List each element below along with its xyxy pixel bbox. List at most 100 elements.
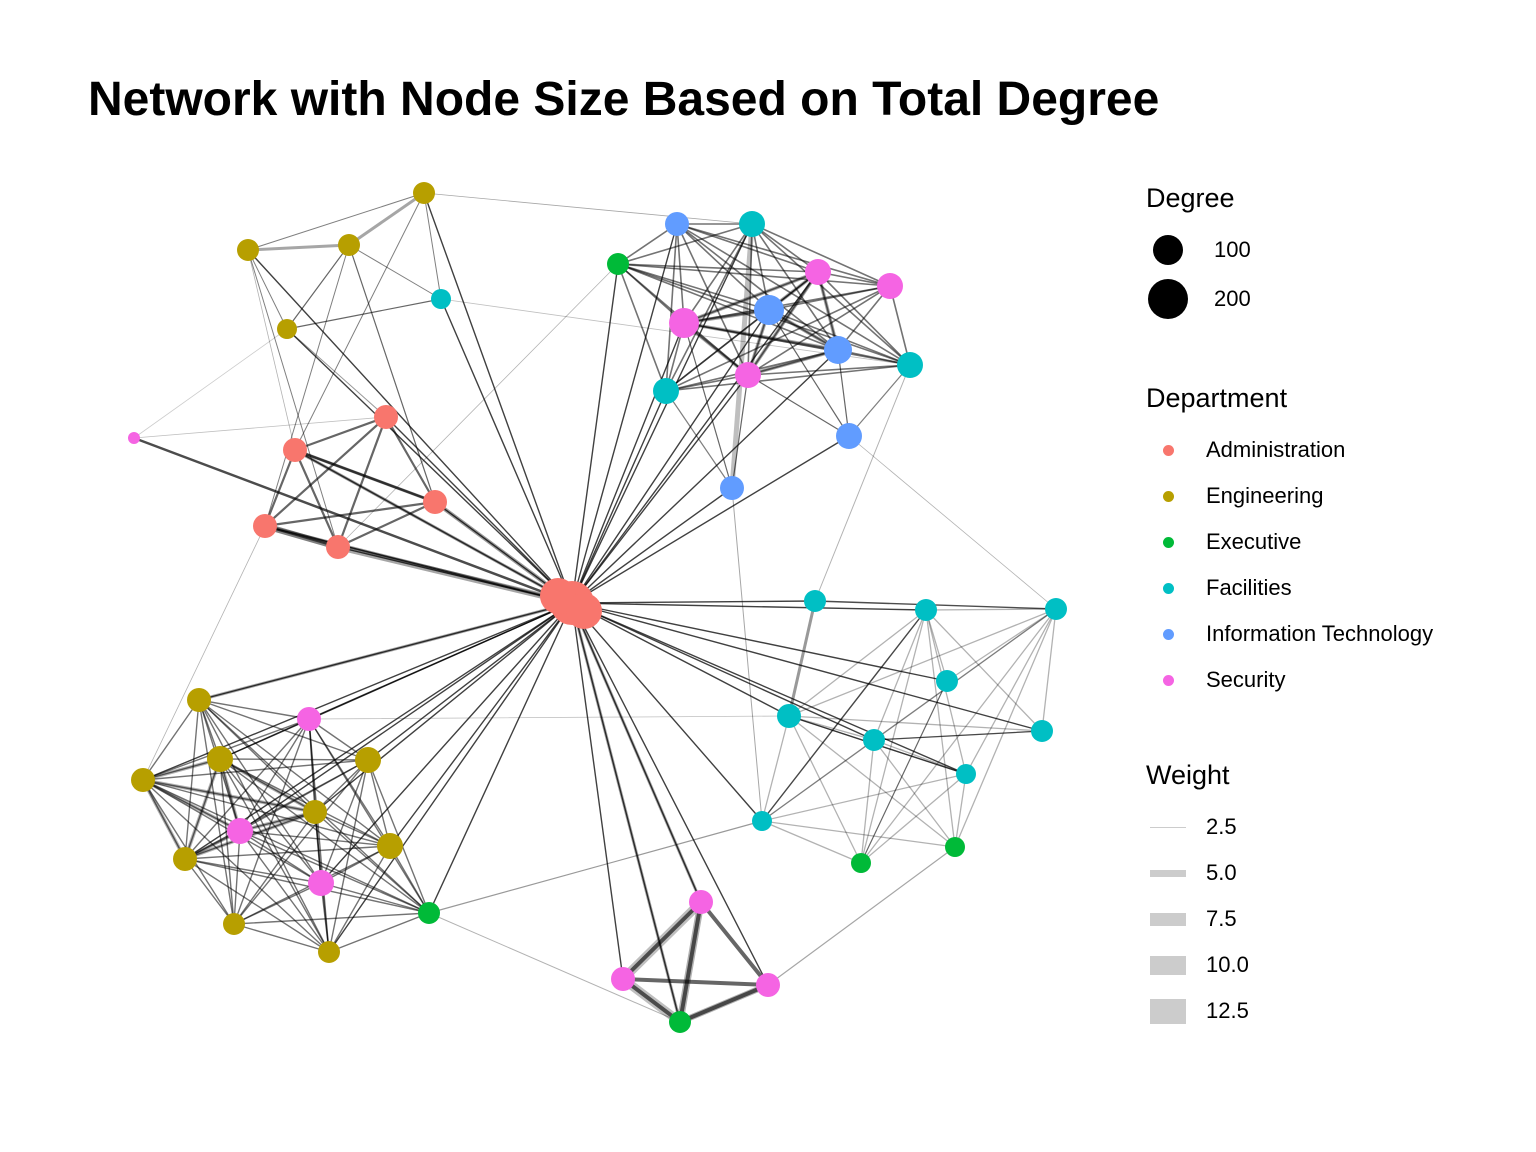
network-edge	[132, 436, 574, 605]
network-edge	[873, 608, 1057, 741]
weight-legend-label: 10.0	[1206, 952, 1249, 977]
network-edge	[925, 609, 967, 775]
network-edge	[570, 601, 703, 904]
network-node	[283, 438, 307, 462]
network-node	[689, 890, 713, 914]
network-edge	[676, 223, 891, 287]
network-edge	[184, 699, 200, 860]
network-edge	[428, 602, 573, 914]
network-edge	[141, 778, 242, 833]
network-edge	[328, 845, 391, 953]
department-legend-item: Administration	[1146, 430, 1526, 470]
network-edge	[328, 912, 430, 953]
network-edge	[683, 271, 819, 324]
network-edge	[247, 249, 288, 330]
network-edge	[367, 602, 573, 761]
node-layer	[128, 182, 1067, 1033]
department-legend-item: Security	[1146, 660, 1526, 700]
network-edge	[184, 758, 221, 860]
network-edge	[954, 773, 967, 848]
network-edge	[142, 779, 430, 914]
network-node	[739, 211, 765, 237]
network-edge	[665, 285, 891, 392]
network-edge	[617, 263, 891, 287]
network-edge	[731, 487, 763, 822]
network-node	[720, 476, 744, 500]
network-edge	[761, 773, 967, 822]
network-node	[374, 405, 398, 429]
network-edge	[571, 602, 1043, 732]
network-edge	[571, 223, 678, 604]
weight-key-10.0	[1150, 955, 1186, 975]
department-legend-item: Executive	[1146, 522, 1526, 562]
network-graph	[128, 182, 1067, 1033]
network-edge	[389, 602, 573, 847]
network-edge	[848, 364, 911, 437]
network-node	[936, 670, 958, 692]
degree-legend-label: 100	[1214, 237, 1251, 262]
network-node	[611, 967, 635, 991]
weight-legend-item: 12.5	[1146, 991, 1526, 1031]
network-edge	[682, 321, 840, 352]
weight-key-7.5	[1150, 912, 1186, 926]
network-edge	[747, 223, 753, 376]
network-node	[665, 212, 689, 236]
network-edge	[286, 244, 350, 330]
network-node	[897, 352, 923, 378]
network-edge	[683, 223, 753, 324]
network-node	[355, 747, 381, 773]
network-node	[805, 259, 831, 285]
network-edge	[263, 415, 388, 528]
network-node	[173, 847, 197, 871]
network-edge	[183, 757, 222, 861]
network-edge	[314, 811, 430, 914]
network-edge	[141, 778, 317, 814]
network-edge	[571, 390, 667, 604]
weight-legend-label: 5.0	[1206, 860, 1237, 885]
network-edge	[788, 609, 927, 717]
network-edge	[747, 271, 819, 376]
network-edge	[621, 900, 703, 981]
network-edge	[246, 243, 351, 252]
network-edge	[142, 525, 266, 781]
network-edge	[184, 858, 235, 925]
network-edge	[683, 285, 891, 324]
network-edge	[746, 270, 820, 377]
network-edge	[571, 487, 733, 604]
network-edge	[665, 390, 733, 489]
network-node	[956, 764, 976, 784]
weight-legend-label: 12.5	[1206, 998, 1249, 1023]
department-legend-label: Facilities	[1206, 575, 1292, 600]
network-node	[945, 837, 965, 857]
network-edge	[837, 349, 850, 437]
network-edge	[676, 223, 819, 273]
network-edge	[571, 600, 816, 604]
network-edge	[676, 223, 685, 324]
network-edge	[440, 298, 573, 604]
network-edge	[320, 602, 573, 884]
network-edge	[239, 830, 322, 884]
network-node	[187, 688, 211, 712]
network-edge	[233, 830, 241, 925]
network-edge	[428, 820, 763, 914]
network-edge	[889, 285, 911, 366]
network-edge	[142, 779, 316, 813]
network-edge	[247, 249, 339, 548]
network-node	[223, 913, 245, 935]
network-edge	[747, 285, 891, 376]
network-edge	[286, 328, 387, 418]
network-edge	[141, 778, 187, 861]
network-edge	[133, 328, 288, 439]
network-edge	[571, 374, 749, 604]
network-edge	[665, 374, 749, 392]
network-edge	[678, 983, 770, 1024]
network-node	[318, 941, 340, 963]
network-edge	[294, 449, 573, 604]
network-edge	[293, 415, 388, 452]
network-node	[237, 239, 259, 261]
network-edge	[233, 811, 316, 925]
network-edge	[348, 244, 442, 300]
network-node	[669, 308, 699, 338]
network-edge	[286, 298, 442, 330]
network-edge	[617, 263, 770, 311]
